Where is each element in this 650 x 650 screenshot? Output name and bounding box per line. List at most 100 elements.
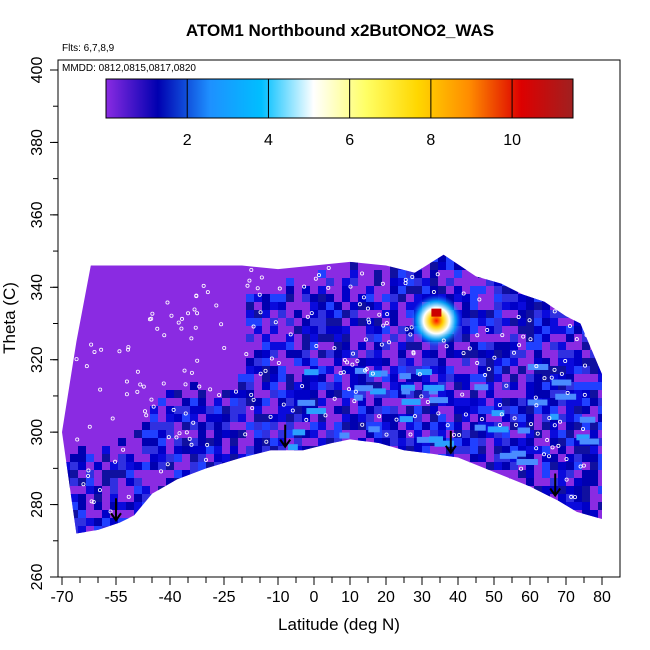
observation-point bbox=[394, 417, 399, 422]
heatmap-cell bbox=[462, 310, 470, 318]
heatmap-cell bbox=[470, 518, 478, 526]
heatmap-cell bbox=[342, 502, 350, 510]
heatmap-cell bbox=[382, 374, 390, 382]
heatmap-cell bbox=[238, 454, 246, 462]
heatmap-cell bbox=[366, 494, 374, 502]
heatmap-cell bbox=[526, 478, 534, 486]
heatmap-cell bbox=[454, 414, 462, 422]
heatmap-cell bbox=[582, 358, 590, 366]
heatmap-cell bbox=[382, 470, 390, 478]
observation-point bbox=[108, 509, 113, 514]
heatmap-cell bbox=[246, 462, 254, 470]
heatmap-cell bbox=[470, 422, 478, 430]
heatmap-cell bbox=[310, 558, 318, 566]
heatmap-cell bbox=[502, 286, 510, 294]
heatmap-cell bbox=[574, 318, 582, 326]
heatmap-cell bbox=[382, 422, 390, 430]
heatmap-cell bbox=[526, 502, 534, 510]
heatmap-cell bbox=[438, 390, 446, 398]
heatmap-cell bbox=[366, 446, 374, 454]
observation-point bbox=[268, 414, 273, 419]
heatmap-cell bbox=[190, 558, 198, 566]
observation-point bbox=[521, 334, 526, 339]
observation-point bbox=[535, 431, 540, 436]
heatmap-cell bbox=[286, 430, 294, 438]
heatmap-cell bbox=[502, 262, 510, 270]
heatmap-cell bbox=[190, 566, 198, 574]
observation-point bbox=[126, 494, 131, 499]
heatmap-cell bbox=[246, 310, 254, 318]
heatmap-cell bbox=[262, 382, 270, 390]
heatmap-cell bbox=[446, 262, 454, 270]
heatmap-cell bbox=[518, 414, 526, 422]
heatmap-cell bbox=[574, 422, 582, 430]
heatmap-cell bbox=[454, 422, 462, 430]
heatmap-cell bbox=[297, 399, 316, 406]
heatmap-cell bbox=[534, 558, 542, 566]
heatmap-cell bbox=[342, 342, 350, 350]
heatmap-cell bbox=[110, 470, 118, 478]
heatmap-cell bbox=[206, 462, 214, 470]
heatmap-cell bbox=[326, 366, 334, 374]
heatmap-cell bbox=[478, 246, 486, 254]
heatmap-cell bbox=[198, 454, 206, 462]
heatmap-cell bbox=[566, 414, 574, 422]
heatmap-cell bbox=[326, 470, 334, 478]
heatmap-cell bbox=[238, 566, 246, 574]
heatmap-cell bbox=[422, 486, 430, 494]
heatmap-cell bbox=[166, 534, 174, 542]
observation-point bbox=[547, 416, 552, 421]
heatmap-cell bbox=[446, 374, 454, 382]
heatmap-cell bbox=[502, 534, 510, 542]
heatmap-cell bbox=[374, 350, 382, 358]
heatmap-cell bbox=[486, 478, 494, 486]
heatmap-cell bbox=[478, 270, 486, 278]
heatmap-cell bbox=[446, 454, 454, 462]
heatmap-cell bbox=[270, 486, 278, 494]
heatmap-cell bbox=[566, 422, 574, 430]
heatmap-cell bbox=[566, 430, 574, 438]
observation-point bbox=[486, 367, 491, 372]
heatmap-cell bbox=[94, 526, 102, 534]
heatmap-cell bbox=[390, 238, 398, 246]
dates-note: MMDD: 0812,0815,0817,0820 bbox=[62, 63, 196, 74]
heatmap-cell bbox=[342, 406, 350, 414]
heatmap-cell bbox=[294, 558, 302, 566]
heatmap-cell bbox=[62, 486, 70, 494]
heatmap-cell bbox=[294, 574, 302, 582]
heatmap-cell bbox=[246, 502, 254, 510]
heatmap-cell bbox=[406, 302, 414, 310]
observation-point bbox=[309, 311, 314, 316]
heatmap-cell bbox=[478, 398, 486, 406]
heatmap-cell bbox=[486, 310, 494, 318]
heatmap-cell bbox=[222, 574, 230, 582]
heatmap-cell bbox=[558, 550, 566, 558]
heatmap-cell bbox=[422, 550, 430, 558]
heatmap-cell bbox=[134, 494, 142, 502]
observation-point bbox=[408, 432, 413, 437]
heatmap-cell bbox=[518, 454, 526, 462]
heatmap-cell bbox=[158, 446, 166, 454]
observation-point bbox=[171, 407, 176, 412]
heatmap-cell bbox=[150, 574, 158, 582]
heatmap-cell bbox=[494, 558, 502, 566]
heatmap-cell bbox=[470, 350, 478, 358]
heatmap-cell bbox=[454, 462, 462, 470]
heatmap-cell bbox=[566, 486, 574, 494]
heatmap-cell bbox=[382, 438, 390, 446]
heatmap-cell bbox=[462, 318, 470, 326]
observation-point bbox=[533, 395, 538, 400]
heatmap-cell bbox=[438, 558, 446, 566]
heatmap-cell bbox=[70, 518, 78, 526]
heatmap-cell bbox=[118, 542, 126, 550]
heatmap-cell bbox=[374, 358, 382, 366]
observation-point bbox=[512, 416, 517, 421]
heatmap-cell bbox=[110, 494, 118, 502]
y-tick-label: 360 bbox=[29, 201, 46, 228]
heatmap-cell bbox=[574, 382, 582, 390]
observation-point bbox=[149, 397, 154, 402]
heatmap-cell bbox=[246, 446, 254, 454]
heatmap-cell bbox=[286, 470, 294, 478]
heatmap-cell bbox=[598, 358, 602, 366]
heatmap-cell bbox=[502, 366, 510, 374]
